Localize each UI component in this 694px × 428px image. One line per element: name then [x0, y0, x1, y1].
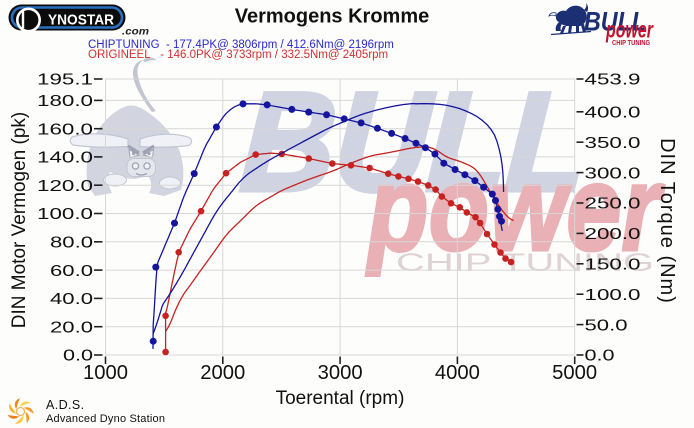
svg-text:350.0: 350.0	[585, 135, 641, 152]
svg-text:Vermogens Kromme: Vermogens Kromme	[235, 6, 430, 28]
svg-text:50.0: 50.0	[585, 317, 628, 334]
svg-text:0.0: 0.0	[585, 348, 615, 365]
svg-text:20.0: 20.0	[50, 319, 93, 336]
svg-text:140.0: 140.0	[37, 150, 93, 167]
svg-text:A.D.S.: A.D.S.	[46, 398, 85, 412]
svg-text:2000: 2000	[200, 362, 245, 384]
svg-text:power: power	[605, 17, 653, 43]
svg-text:150.0: 150.0	[585, 257, 641, 274]
svg-text:160.0: 160.0	[37, 121, 93, 138]
svg-text:CHIP TUNING: CHIP TUNING	[612, 40, 650, 47]
svg-text:DIN Torque (Nm): DIN Torque (Nm)	[656, 138, 678, 304]
svg-text:100.0: 100.0	[37, 206, 93, 223]
svg-text:5000: 5000	[552, 362, 597, 384]
svg-text:200.0: 200.0	[585, 226, 641, 243]
svg-text:180.0: 180.0	[37, 93, 93, 110]
svg-text:Toerental (rpm): Toerental (rpm)	[276, 388, 405, 409]
svg-text:.com: .com	[122, 27, 149, 38]
svg-text:195.1: 195.1	[37, 72, 93, 89]
svg-text:40.0: 40.0	[50, 291, 93, 308]
svg-text:CHIPTUNING - 177.4PK@ 3806rpm: CHIPTUNING - 177.4PK@ 3806rpm / 412.6Nm@…	[88, 39, 394, 51]
svg-text:ORIGINEEL - 146.0PK@ 3733rpm: ORIGINEEL - 146.0PK@ 3733rpm / 332.5Nm@ …	[88, 49, 388, 61]
svg-text:100.0: 100.0	[585, 287, 641, 304]
svg-text:DIN Motor Vermogen (pk): DIN Motor Vermogen (pk)	[9, 112, 30, 328]
svg-text:0.0: 0.0	[63, 348, 93, 365]
svg-text:250.0: 250.0	[585, 196, 641, 213]
svg-text:Advanced Dyno Station: Advanced Dyno Station	[46, 413, 165, 425]
svg-text:300.0: 300.0	[585, 165, 641, 182]
svg-text:3000: 3000	[318, 362, 363, 384]
svg-text:80.0: 80.0	[50, 235, 93, 252]
svg-text:BULL: BULL	[584, 7, 646, 37]
svg-text:4000: 4000	[435, 362, 480, 384]
svg-text:400.0: 400.0	[585, 105, 641, 122]
svg-text:power: power	[366, 140, 666, 276]
svg-text:CHIP TUNING: CHIP TUNING	[396, 249, 654, 277]
svg-text:YNOSTAR: YNOSTAR	[48, 12, 114, 29]
svg-text:1000: 1000	[83, 362, 128, 384]
svg-text:60.0: 60.0	[50, 263, 93, 280]
svg-text:120.0: 120.0	[37, 178, 93, 195]
svg-text:453.9: 453.9	[585, 72, 641, 89]
